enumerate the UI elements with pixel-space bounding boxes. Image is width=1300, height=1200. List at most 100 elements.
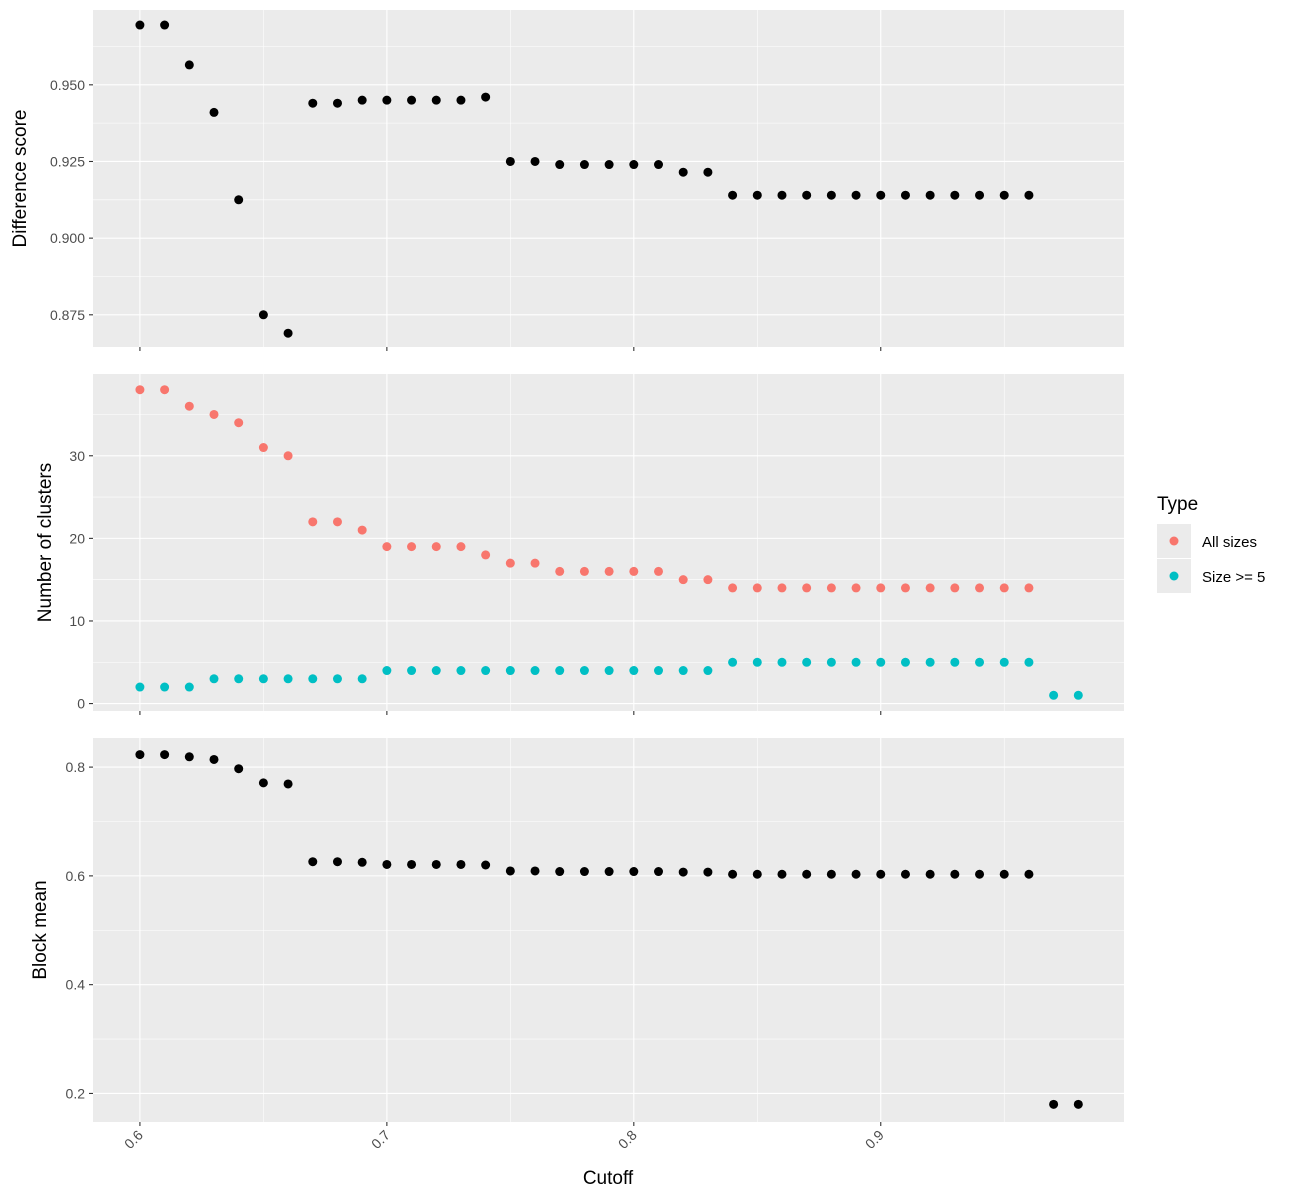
data-point [950,869,960,879]
data-point [505,666,515,676]
data-point [654,666,664,676]
data-point [308,857,318,867]
legend: Type All sizes Size >= 5 [1157,494,1265,593]
data-point [579,160,589,170]
data-point [1073,690,1083,700]
data-point [1024,869,1034,879]
data-point [1024,583,1034,593]
data-point [555,867,565,877]
data-point [530,558,540,568]
data-point [876,869,886,879]
data-point [777,657,787,667]
series-0 [135,750,1083,1109]
y-tick-label: 0.925 [50,153,85,169]
data-point [802,869,812,879]
data-point [258,674,268,684]
data-point [505,558,515,568]
data-point [184,60,194,70]
data-point [752,583,762,593]
data-point [357,525,367,535]
x-tick-label: 0.9 [862,1127,887,1152]
data-point [308,98,318,108]
data-point [283,779,293,789]
data-point [604,566,614,576]
data-point [876,190,886,200]
data-point [160,20,170,30]
series-size-5 [135,657,1083,700]
data-point [456,95,466,105]
data-point [629,566,639,576]
data-point [456,666,466,676]
data-point [579,566,589,576]
data-point [728,583,738,593]
data-point [135,682,145,692]
data-point [925,869,935,879]
data-point [579,666,589,676]
data-point [826,869,836,879]
data-point [357,95,367,105]
data-point [703,867,713,877]
data-point [999,869,1009,879]
x-tick-label: 0.6 [121,1127,146,1152]
x-tick-label: 0.7 [368,1127,393,1152]
data-point [234,195,244,205]
panel-difference-score: 0.875 0.900 0.925 0.950 Difference score [10,10,1124,351]
data-point [382,95,392,105]
data-point [332,517,342,527]
y-tick-label: 10 [69,613,85,629]
data-point [975,657,985,667]
data-point [530,866,540,876]
legend-label-size-ge-5: Size >= 5 [1202,569,1265,586]
data-point [160,385,170,395]
data-point [802,190,812,200]
data-point [456,859,466,869]
data-point [135,385,145,395]
legend-key-size-ge-5-icon [1169,571,1179,581]
data-point [604,160,614,170]
data-point [728,190,738,200]
panel-block-mean: 0.2 0.4 0.6 0.8 0.6 0.7 0.8 0.9 Block mean [30,738,1124,1152]
data-point [209,409,219,419]
data-point [1024,190,1034,200]
data-point [530,666,540,676]
data-point [654,867,664,877]
panel-background [93,10,1124,347]
data-point [258,310,268,320]
data-point [505,156,515,166]
data-point [135,750,145,760]
data-point [382,859,392,869]
panel-background [93,374,1124,711]
data-point [678,167,688,177]
data-point [975,190,985,200]
data-point [654,160,664,170]
data-point [826,657,836,667]
data-point [629,666,639,676]
data-point [407,859,417,869]
y-tick-label: 0.950 [50,77,85,93]
series-0 [135,20,1034,338]
data-point [925,583,935,593]
data-point [900,190,910,200]
data-point [382,666,392,676]
data-point [777,190,787,200]
data-point [283,328,293,338]
panel-number-of-clusters: 0 10 20 30 Number of clusters [35,374,1124,715]
data-point [703,575,713,585]
data-point [308,674,318,684]
legend-label-all-sizes: All sizes [1202,534,1257,551]
data-point [876,583,886,593]
panels-group: 0.875 0.900 0.925 0.950 Difference score 0 10 2… [10,10,1124,1152]
data-point [950,657,960,667]
data-point [407,95,417,105]
x-axis-title: Cutoff [583,1168,634,1189]
data-point [258,778,268,788]
data-point [950,190,960,200]
data-point [283,451,293,461]
data-point [258,443,268,453]
data-point [456,542,466,552]
data-point [308,517,318,527]
data-point [703,167,713,177]
data-point [555,160,565,170]
data-point [826,583,836,593]
data-point [752,869,762,879]
